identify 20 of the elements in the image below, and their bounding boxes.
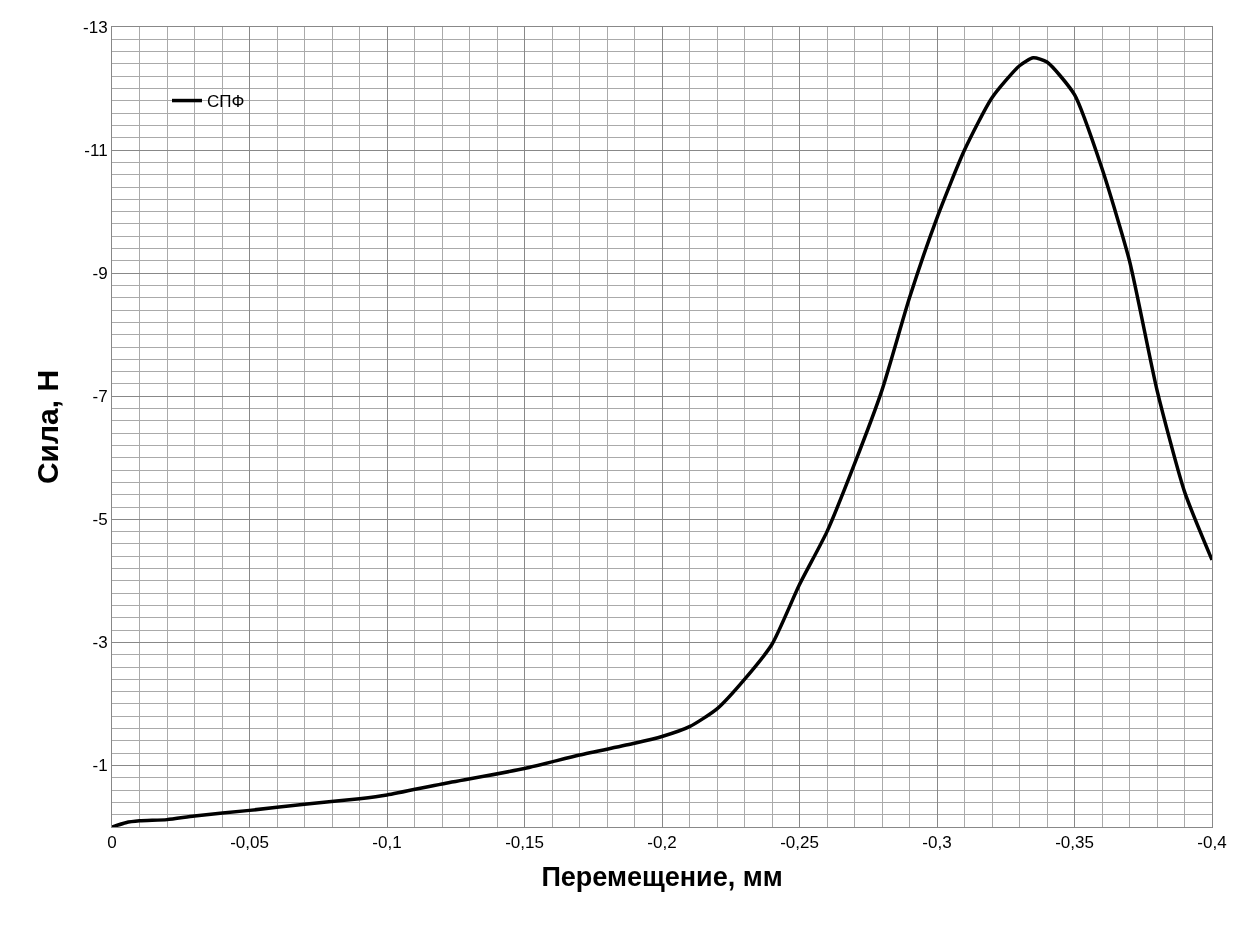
x-tick-label: -0,4 (1197, 833, 1227, 853)
y-axis-title: Сила, Н (31, 369, 65, 485)
y-tick-label: -1 (92, 756, 108, 776)
y-tick-label: -3 (92, 633, 108, 653)
x-tick-label: -0,15 (505, 833, 544, 853)
y-tick-label: -13 (83, 17, 108, 37)
x-axis-title: Перемещение, мм (541, 861, 783, 892)
x-tick-label: -0,25 (780, 833, 819, 853)
x-tick-label: -0,1 (372, 833, 402, 853)
y-tick-label: -5 (92, 510, 108, 530)
line-series (112, 56, 1212, 827)
x-tick-label: -0,3 (922, 833, 952, 853)
x-tick-label: -0,05 (230, 833, 269, 853)
y-tick-label: -11 (84, 141, 108, 161)
x-tick-label: 0 (107, 833, 117, 853)
x-tick-label: -0,2 (647, 833, 677, 853)
x-tick-label: -0,35 (1055, 833, 1094, 853)
legend-label: СПФ (207, 92, 245, 112)
y-tick-label: -9 (92, 264, 108, 284)
y-tick-label: -7 (92, 387, 108, 407)
